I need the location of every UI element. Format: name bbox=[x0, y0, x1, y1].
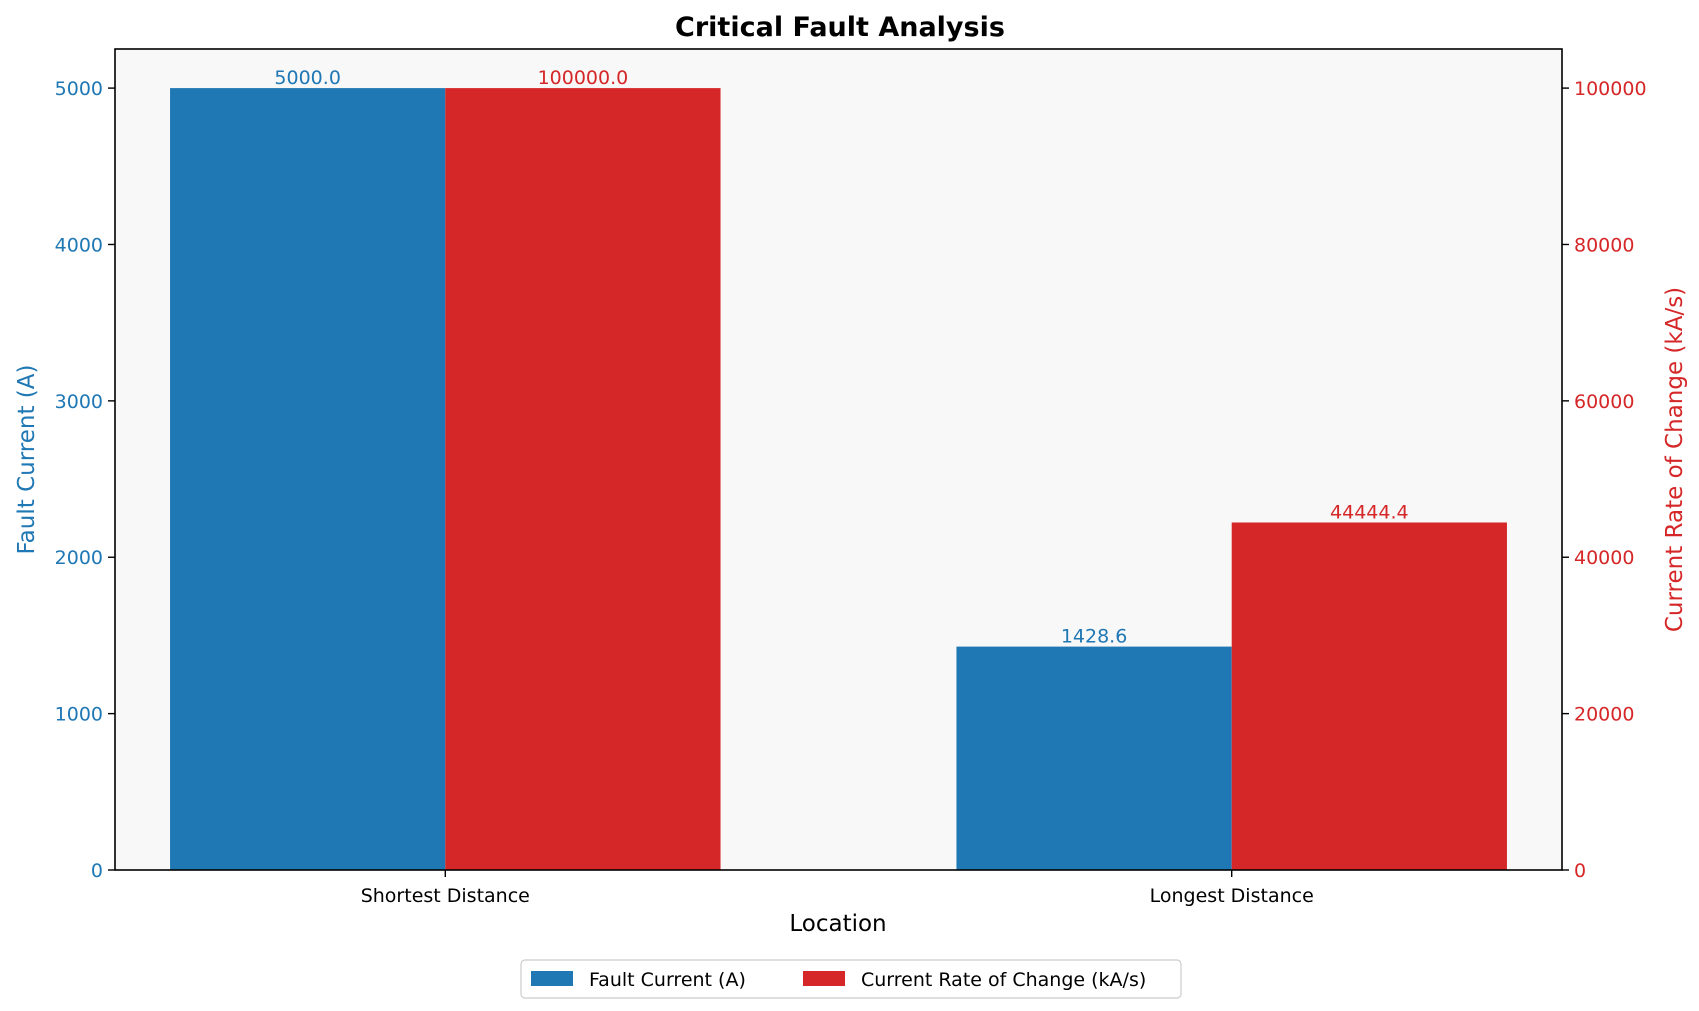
left-y-axis: 0 1000 2000 3000 4000 5000 bbox=[55, 78, 115, 882]
data-label-fault-current-0: 5000.0 bbox=[274, 67, 340, 89]
data-label-fault-current-1: 1428.6 bbox=[1061, 626, 1127, 648]
left-tick-label-2: 2000 bbox=[55, 547, 103, 569]
data-label-rate-of-change-0: 100000.0 bbox=[538, 67, 629, 89]
data-label-rate-of-change-1: 44444.4 bbox=[1330, 501, 1409, 523]
left-tick-label-0: 0 bbox=[91, 860, 103, 882]
right-tick-label-3: 60000 bbox=[1574, 391, 1634, 413]
y-axis-label-left: Fault Current (A) bbox=[14, 365, 40, 555]
legend-swatch-0 bbox=[531, 971, 573, 986]
left-tick-label-3: 3000 bbox=[55, 391, 103, 413]
right-tick-label-0: 0 bbox=[1574, 860, 1586, 882]
legend-swatch-1 bbox=[803, 971, 845, 986]
x-axis: Shortest Distance Longest Distance bbox=[361, 870, 1314, 907]
bar-rate-of-change-0 bbox=[445, 88, 721, 871]
right-tick-label-5: 100000 bbox=[1574, 78, 1647, 100]
bar-fault-current-1 bbox=[956, 646, 1232, 870]
y-axis-label-right: Current Rate of Change (kA/s) bbox=[1662, 287, 1688, 632]
left-tick-label-4: 4000 bbox=[55, 234, 103, 256]
bar-rate-of-change-1 bbox=[1231, 522, 1507, 870]
plot-frame bbox=[114, 48, 1563, 871]
legend-box bbox=[520, 959, 1182, 999]
x-tick-label-1: Longest Distance bbox=[1150, 885, 1314, 907]
legend: Fault Current (A) Current Rate of Change … bbox=[520, 959, 1182, 999]
x-tick-label-0: Shortest Distance bbox=[361, 885, 530, 907]
bar-labels-layer: 5000.0 100000.0 1428.6 44444.4 bbox=[274, 67, 1408, 647]
legend-label-1: Current Rate of Change (kA/s) bbox=[861, 969, 1146, 991]
right-y-axis: 0 20000 40000 60000 80000 100000 bbox=[1562, 78, 1647, 882]
legend-label-0: Fault Current (A) bbox=[589, 969, 746, 991]
right-tick-label-2: 40000 bbox=[1574, 547, 1634, 569]
x-axis-label: Location bbox=[789, 911, 886, 937]
chart-title: Critical Fault Analysis bbox=[675, 12, 1005, 43]
left-tick-label-5: 5000 bbox=[55, 78, 103, 100]
left-tick-label-1: 1000 bbox=[55, 704, 103, 726]
right-tick-label-1: 20000 bbox=[1574, 704, 1634, 726]
right-tick-label-4: 80000 bbox=[1574, 234, 1634, 256]
bars-layer bbox=[170, 88, 1507, 871]
bar-fault-current-0 bbox=[170, 88, 446, 871]
